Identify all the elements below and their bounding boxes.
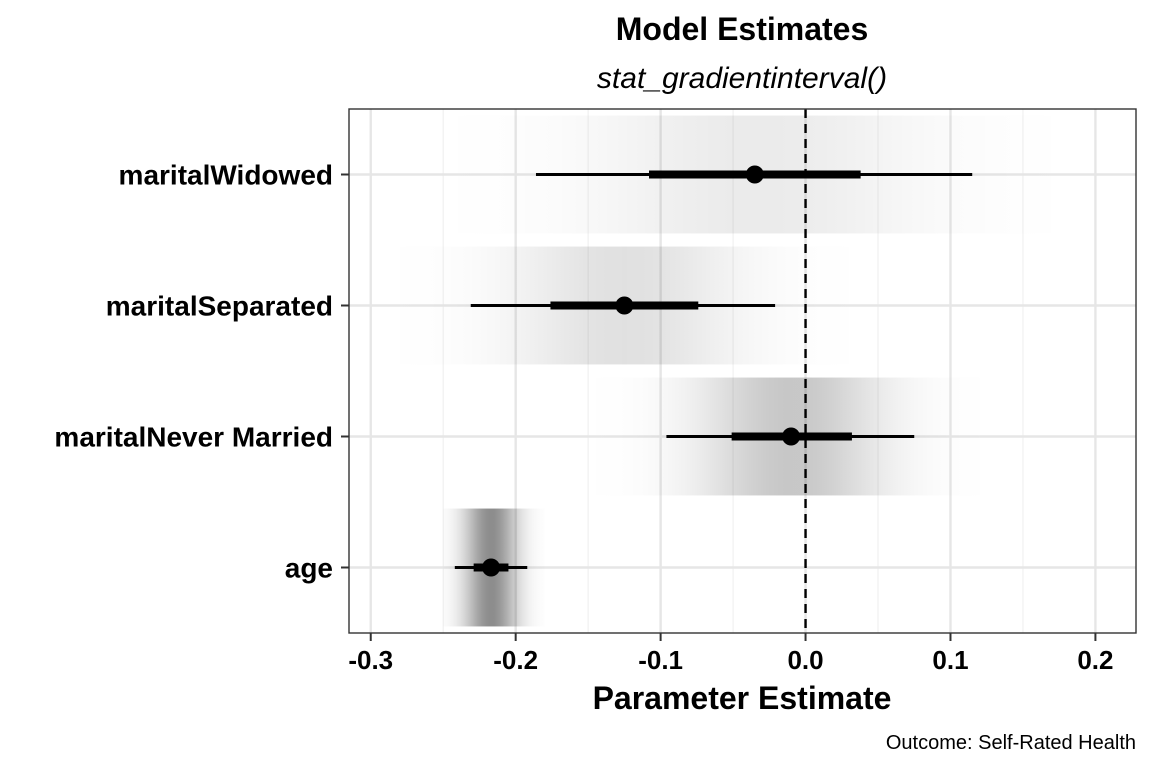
x-tick-label: -0.1 [638, 645, 683, 675]
chart-subtitle: stat_gradientinterval() [597, 62, 887, 95]
point-estimate [745, 165, 764, 184]
y-tick-label: age [285, 553, 333, 584]
y-tick-label: maritalWidowed [119, 160, 333, 191]
point-estimate [782, 427, 801, 446]
x-tick-label: 0.2 [1077, 645, 1113, 675]
x-tick-label: 0.1 [932, 645, 968, 675]
plot-panel [348, 108, 1137, 634]
panel-border [348, 108, 1137, 634]
y-axis: maritalWidowed maritalSeparated maritalNev… [54, 160, 349, 584]
point-estimate [482, 558, 501, 577]
y-tick-label: maritalNever Married [54, 422, 333, 453]
x-tick-label: -0.3 [348, 645, 393, 675]
x-axis: -0.3 -0.2 -0.1 0.0 0.1 0.2 [348, 633, 1113, 675]
x-tick-label: -0.2 [493, 645, 538, 675]
point-estimate [615, 296, 634, 315]
chart-caption: Outcome: Self-Rated Health [886, 732, 1136, 754]
x-tick-label: 0.0 [787, 645, 823, 675]
chart-title: Model Estimates [616, 11, 869, 47]
x-axis-label: Parameter Estimate [593, 680, 892, 716]
y-tick-label: maritalSeparated [106, 291, 333, 322]
